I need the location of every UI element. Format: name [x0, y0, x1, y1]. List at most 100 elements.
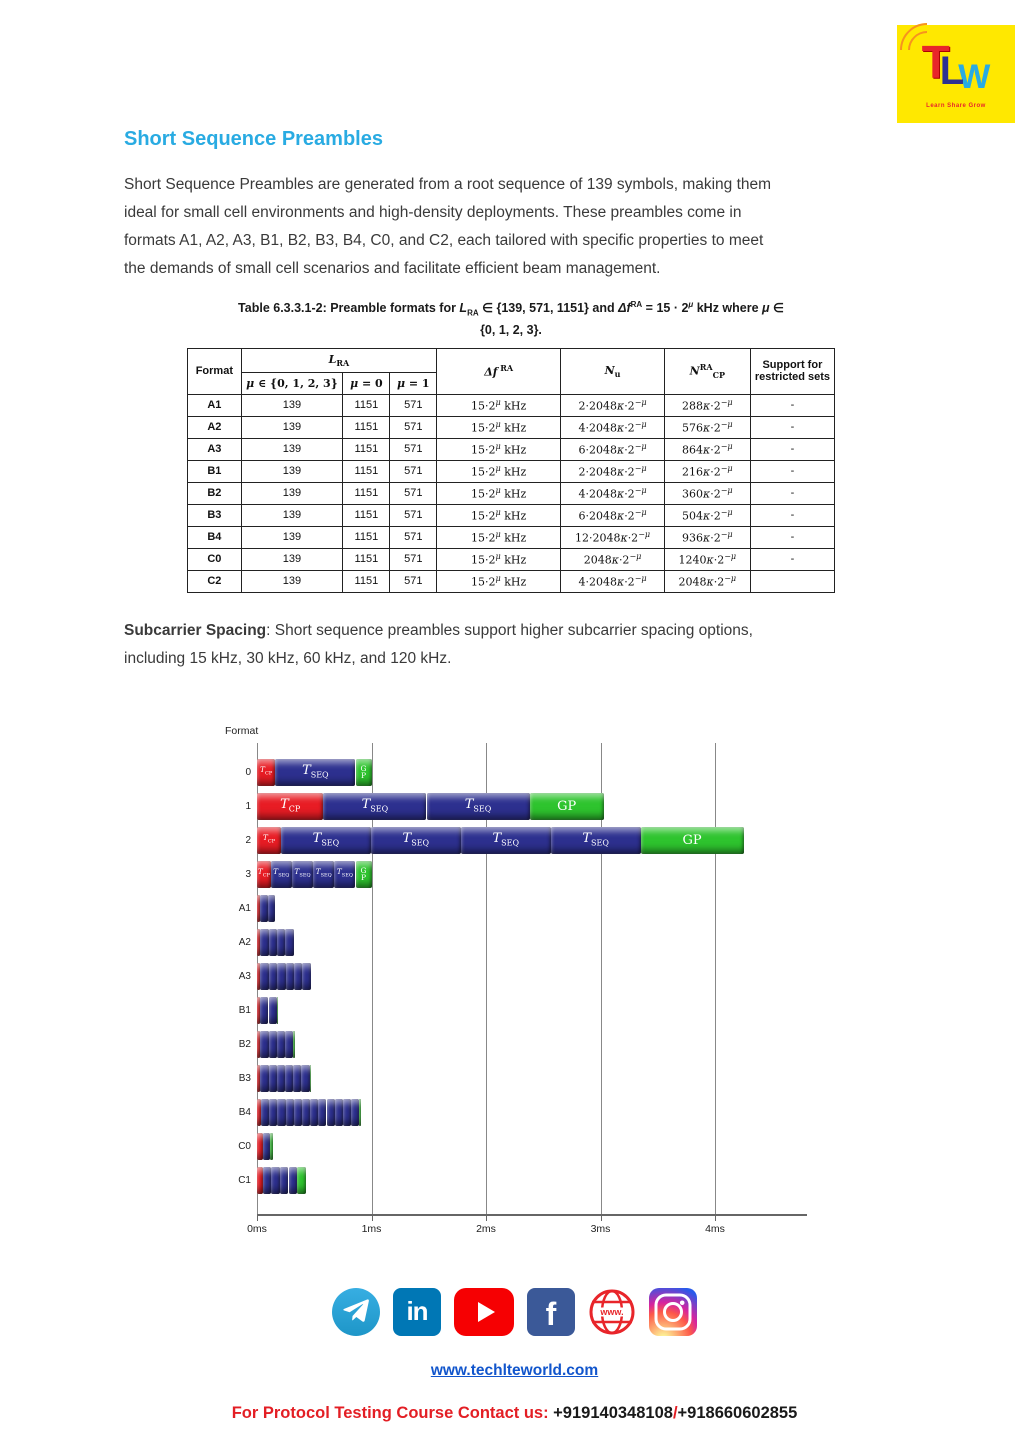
- table-cell-nu: 4·2048κ·2−μ: [560, 481, 665, 505]
- segment-label: TSEQ: [361, 797, 389, 814]
- segment-cp: TCP: [257, 792, 324, 820]
- segment-seq: [288, 1166, 298, 1194]
- table-cell-format: C2: [187, 569, 242, 593]
- instagram-icon[interactable]: [649, 1287, 697, 1336]
- tick-label-0ms: 0ms: [247, 1222, 267, 1235]
- facebook-icon[interactable]: f: [527, 1287, 575, 1336]
- segment-seq: [301, 1064, 310, 1092]
- chart-row-A3: A3: [239, 962, 807, 990]
- table-cell-mu1: 571: [389, 525, 438, 549]
- chart-row-0: 0 TCP TSEQ G P: [245, 758, 807, 786]
- segment-gp: [293, 1030, 295, 1058]
- table-cell-l: 139: [240, 547, 344, 571]
- table-cell-ncp: 288κ·2−μ: [663, 393, 751, 417]
- table-cell-format: A2: [187, 415, 242, 439]
- segment-seq: [269, 1098, 278, 1126]
- chart-row-label: 3: [245, 868, 251, 880]
- segment-seq: TSEQ: [334, 860, 356, 888]
- table-cell-ncp: 576κ·2−μ: [663, 415, 751, 439]
- table-cell-ncp: 504κ·2−μ: [663, 503, 751, 527]
- table-cell-format: C0: [187, 547, 242, 571]
- table-cell-df: 15·2μ kHz: [436, 481, 562, 505]
- segment-seq: [268, 928, 277, 956]
- segment-seq: [293, 962, 303, 990]
- logo-letter-t: T: [921, 36, 950, 88]
- table-cell-df: 15·2μ kHz: [436, 393, 562, 417]
- table-cell-df: 15·2μ kHz: [436, 459, 562, 483]
- segment-label: TCP: [260, 765, 273, 777]
- chart-y-axis-label: Format: [225, 724, 259, 737]
- table-row: B3 139 1151 571 15·2μ kHz 6·2048κ·2−μ 504κ·2−μ…: [187, 503, 836, 527]
- segment-gp: [269, 1132, 273, 1160]
- play-icon: [477, 1301, 495, 1322]
- segment-cp: [257, 996, 261, 1024]
- segment-label: GP: [682, 832, 702, 848]
- preamble-formats-table: Format LRA Δf RA Nu NRACP Support for re…: [187, 347, 836, 593]
- chart-row-A2: A2: [239, 928, 807, 956]
- segment-gp: [359, 1098, 361, 1126]
- segment-label: TSEQ: [492, 831, 520, 848]
- tick-mark: [371, 1215, 373, 1221]
- segment-seq: [285, 928, 294, 956]
- table-cell-l: 139: [240, 415, 344, 439]
- table-row: A2 139 1151 571 15·2μ kHz 4·2048κ·2−μ 576κ·2−μ…: [187, 415, 836, 439]
- youtube-icon[interactable]: [454, 1287, 514, 1336]
- chart-row-label: A3: [238, 970, 251, 982]
- table-cell-l: 139: [240, 503, 344, 527]
- table-cell-mu0: 1151: [342, 437, 391, 461]
- segment-seq: TSEQ: [281, 826, 371, 854]
- col-header-nu: Nu: [560, 347, 665, 395]
- segment-seq: [277, 928, 286, 956]
- table-cell-mu1: 571: [389, 481, 438, 505]
- segment-label: TCP: [280, 797, 301, 814]
- segment-label: TCP: [262, 833, 276, 845]
- segment-seq: [261, 1098, 270, 1126]
- table-cell-df: 15·2μ kHz: [436, 503, 562, 527]
- table-caption: Table 6.3.3.1-2: Preamble formats for LR…: [238, 300, 784, 337]
- segment-seq: [268, 1064, 277, 1092]
- segment-label: TSEQ: [273, 867, 290, 879]
- table-cell-support: -: [749, 481, 836, 505]
- gridline-3ms: [600, 742, 602, 1214]
- table-cell-df: 15·2μ kHz: [436, 547, 562, 571]
- chart-row-label: A1: [238, 902, 251, 914]
- table-cell-nu: 4·2048κ·2−μ: [560, 415, 665, 439]
- table-row: B2 139 1151 571 15·2μ kHz 4·2048κ·2−μ 360κ·2−μ…: [187, 481, 836, 505]
- linkedin-icon[interactable]: in: [393, 1287, 441, 1336]
- chart-row-A1: A1: [239, 894, 807, 922]
- table-cell-mu1: 571: [389, 437, 438, 461]
- telegram-icon[interactable]: [332, 1287, 380, 1336]
- contact-separator: /: [672, 1403, 678, 1422]
- segment-seq: TSEQ: [313, 860, 335, 888]
- preamble-table-block: Table 6.3.3.1-2: Preamble formats for LR…: [187, 297, 836, 593]
- segment-seq: [260, 962, 269, 990]
- col-header-mu0: μ = 0: [342, 371, 391, 395]
- chart-row-3: 3 TCP TSEQ TSEQ TSEQ TSEQ G P: [245, 860, 807, 888]
- tick-mark: [486, 1215, 487, 1221]
- table-cell-mu1: 571: [389, 415, 438, 439]
- segment-label: TSEQ: [464, 797, 492, 814]
- chart-row-C1: C1: [238, 1166, 807, 1194]
- globe-icon[interactable]: www.: [588, 1288, 636, 1336]
- table-cell-l: 139: [240, 525, 344, 549]
- website-link[interactable]: www.techlteworld.com: [430, 1361, 599, 1379]
- segment-label: GP: [557, 798, 577, 814]
- segment-seq: [262, 1166, 272, 1194]
- segment-cp: [257, 928, 261, 956]
- table-cell-l: 139: [240, 393, 344, 417]
- table-cell-format: B3: [187, 503, 242, 527]
- facebook-label: f: [545, 1296, 557, 1333]
- col-header-mu1: μ = 1: [389, 371, 438, 395]
- table-cell-df: 15·2μ kHz: [436, 569, 562, 593]
- segment-seq: [318, 1098, 327, 1126]
- chart-row-C0: C0: [238, 1132, 807, 1160]
- logo-letter-l: L: [939, 49, 965, 93]
- table-cell-support: -: [749, 503, 836, 527]
- segment-seq: [285, 962, 294, 990]
- tick-label-2ms: 2ms: [476, 1222, 496, 1235]
- segment-cp: [257, 1132, 263, 1160]
- table-cell-support: -: [749, 437, 836, 461]
